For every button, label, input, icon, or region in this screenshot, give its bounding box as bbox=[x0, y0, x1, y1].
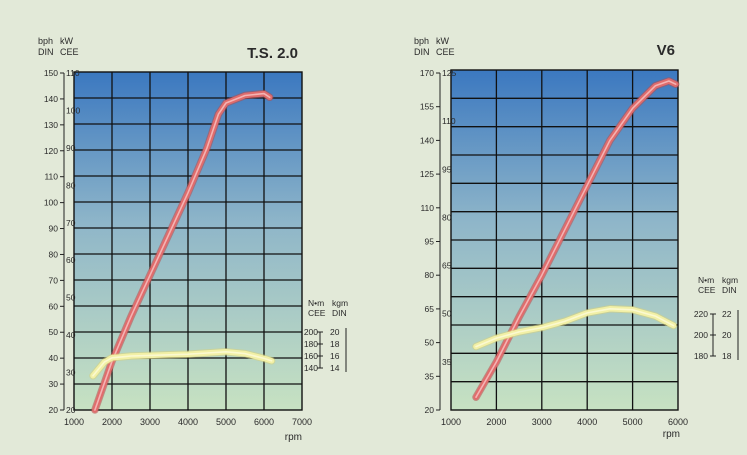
chart-title: V6 bbox=[657, 42, 675, 59]
x-tick-label: 6000 bbox=[254, 417, 274, 427]
torque-tick-nm: 140 bbox=[304, 363, 318, 373]
y-tick-bph: 170 bbox=[420, 68, 434, 78]
y-tick-kw: 70 bbox=[66, 218, 76, 228]
y-tick-kw: 95 bbox=[442, 164, 452, 174]
x-tick-label: 7000 bbox=[292, 417, 312, 427]
y-tick-bph: 140 bbox=[420, 135, 434, 145]
y-unit-bph: bph bbox=[38, 36, 53, 46]
y-unit-cee: CEE bbox=[436, 47, 455, 57]
torque-tick-kgm: 18 bbox=[330, 339, 340, 349]
torque-tick-kgm: 22 bbox=[722, 309, 732, 319]
x-tick-label: 1000 bbox=[441, 417, 461, 427]
y-tick-kw: 30 bbox=[66, 368, 76, 378]
x-tick-label: 2000 bbox=[486, 417, 506, 427]
y-tick-bph: 70 bbox=[49, 275, 59, 285]
torque-unit-cee: CEE bbox=[308, 308, 326, 318]
y-tick-bph: 155 bbox=[420, 102, 434, 112]
y-tick-bph: 95 bbox=[425, 237, 435, 247]
torque-tick-nm: 180 bbox=[694, 351, 708, 361]
y-tick-bph: 120 bbox=[44, 146, 58, 156]
x-tick-label: 5000 bbox=[623, 417, 643, 427]
y-unit-kw: kW bbox=[60, 36, 74, 46]
x-tick-label: 2000 bbox=[102, 417, 122, 427]
torque-tick-kgm: 14 bbox=[330, 363, 340, 373]
torque-tick-nm: 180 bbox=[304, 339, 318, 349]
torque-unit-nm: N•m bbox=[698, 275, 714, 285]
y-unit-din: DIN bbox=[38, 47, 54, 57]
y-unit-din: DIN bbox=[414, 47, 430, 57]
x-axis-label: rpm bbox=[663, 429, 680, 440]
torque-tick-nm: 160 bbox=[304, 351, 318, 361]
y-tick-kw: 110 bbox=[442, 116, 456, 126]
torque-tick-kgm: 18 bbox=[722, 351, 732, 361]
chart-svg: T.S. 2.0 1000 2000 3000 4000 5000 6000 7000 rpm b… bbox=[0, 0, 372, 455]
y-tick-bph: 150 bbox=[44, 68, 58, 78]
y-tick-kw: 20 bbox=[66, 405, 76, 415]
torque-tick-kgm: 16 bbox=[330, 351, 340, 361]
y-tick-kw: 40 bbox=[66, 330, 76, 340]
chart-title: T.S. 2.0 bbox=[247, 45, 298, 62]
torque-unit-nm: N•m bbox=[308, 298, 324, 308]
y-tick-kw: 50 bbox=[442, 309, 452, 319]
y-tick-bph: 35 bbox=[425, 371, 435, 381]
torque-tick-nm: 200 bbox=[304, 327, 318, 337]
y-unit-bph: bph bbox=[414, 36, 429, 46]
y-tick-bph: 100 bbox=[44, 198, 58, 208]
y-tick-kw: 100 bbox=[66, 105, 80, 115]
torque-unit-kgm: kgm bbox=[722, 275, 738, 285]
y-tick-kw: 125 bbox=[442, 68, 456, 78]
y-tick-bph: 110 bbox=[420, 203, 434, 213]
y-tick-kw: 60 bbox=[66, 255, 76, 265]
chart-ts20: T.S. 2.0 1000 2000 3000 4000 5000 6000 7000 rpm b… bbox=[0, 0, 372, 455]
y-tick-kw: 50 bbox=[66, 293, 76, 303]
x-tick-label: 3000 bbox=[532, 417, 552, 427]
y-tick-kw: 90 bbox=[66, 143, 76, 153]
y-tick-bph: 65 bbox=[425, 304, 435, 314]
torque-unit-din: DIN bbox=[722, 285, 737, 295]
x-tick-label: 4000 bbox=[577, 417, 597, 427]
x-tick-label: 1000 bbox=[64, 417, 84, 427]
y-tick-bph: 20 bbox=[425, 405, 435, 415]
y-unit-cee: CEE bbox=[60, 47, 79, 57]
y-tick-bph: 80 bbox=[49, 249, 59, 259]
y-tick-kw: 80 bbox=[442, 212, 452, 222]
y-tick-kw: 80 bbox=[66, 180, 76, 190]
y-tick-bph: 60 bbox=[49, 301, 59, 311]
x-axis-label: rpm bbox=[285, 432, 302, 443]
torque-tick-kgm: 20 bbox=[722, 330, 732, 340]
y-tick-bph: 50 bbox=[425, 338, 435, 348]
torque-unit-kgm: kgm bbox=[332, 298, 348, 308]
x-tick-label: 3000 bbox=[140, 417, 160, 427]
y-tick-bph: 130 bbox=[44, 120, 58, 130]
x-tick-label: 4000 bbox=[178, 417, 198, 427]
y-tick-bph: 50 bbox=[49, 327, 59, 337]
y-tick-bph: 140 bbox=[44, 94, 58, 104]
y-unit-kw: kW bbox=[436, 36, 450, 46]
y-tick-bph: 80 bbox=[425, 270, 435, 280]
y-tick-kw: 35 bbox=[442, 357, 452, 367]
x-tick-label: 5000 bbox=[216, 417, 236, 427]
y-tick-bph: 30 bbox=[49, 379, 59, 389]
x-tick-label: 6000 bbox=[668, 417, 688, 427]
torque-tick-kgm: 20 bbox=[330, 327, 340, 337]
y-tick-bph: 90 bbox=[49, 224, 59, 234]
y-tick-kw: 65 bbox=[442, 261, 452, 271]
torque-unit-din: DIN bbox=[332, 308, 347, 318]
torque-unit-cee: CEE bbox=[698, 285, 716, 295]
y-tick-bph: 40 bbox=[49, 353, 59, 363]
chart-v6: V6 1000 2000 3000 4000 5000 6000 rpm bph DIN kW CEE… bbox=[374, 0, 747, 455]
y-tick-bph: 125 bbox=[420, 169, 434, 179]
torque-tick-nm: 220 bbox=[694, 309, 708, 319]
y-tick-bph: 20 bbox=[49, 405, 59, 415]
torque-tick-nm: 200 bbox=[694, 330, 708, 340]
y-tick-kw: 110 bbox=[66, 68, 80, 78]
y-tick-bph: 110 bbox=[44, 172, 58, 182]
